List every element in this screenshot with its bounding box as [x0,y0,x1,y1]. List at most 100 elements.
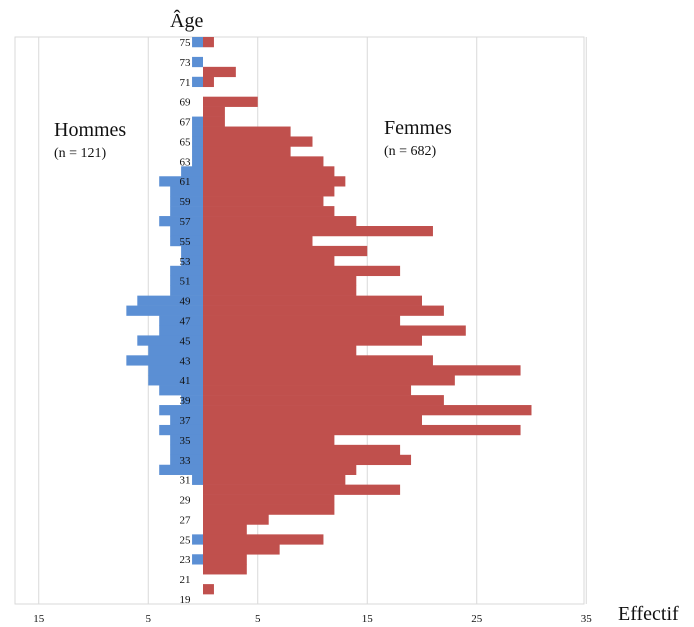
bar-women-age-37 [203,415,422,426]
bar-men-age-49 [137,295,203,306]
x-tick-label: 15 [362,613,374,625]
age-tick-label: 45 [180,335,192,347]
bar-men-age-66 [192,126,203,137]
men-title: Hommes [54,119,127,141]
bar-men-age-40 [159,385,203,396]
bar-women-age-43 [203,355,433,366]
women-title: Femmes [384,117,452,139]
age-tick-label: 29 [180,495,192,507]
bar-men-age-25 [192,534,203,545]
bar-men-age-47 [159,315,203,326]
bar-women-age-49 [203,295,422,306]
age-tick-label: 71 [180,77,191,89]
bar-men-age-23 [192,554,203,565]
bar-men-age-62 [181,166,203,177]
age-tick-label: 43 [180,355,192,367]
bar-men-age-59 [170,196,203,207]
age-tick-label: 31 [180,475,191,487]
bar-men-age-38 [159,405,203,416]
plot-frame [14,36,585,605]
bars [126,37,532,595]
bar-women-age-20 [203,584,214,595]
age-tick-label: 67 [180,117,192,129]
bar-men-age-64 [192,146,203,157]
women-count: (n = 682) [384,144,437,159]
bar-men-age-44 [148,345,203,356]
age-tick-label: 59 [180,196,192,208]
bar-men-age-34 [170,444,203,456]
age-tick-label: 47 [180,316,192,328]
x-tick-label: 5 [146,613,152,625]
bar-women-age-27 [203,514,269,525]
age-tick-label: 51 [180,276,191,288]
bar-women-age-35 [203,434,335,446]
x-tick-label: 35 [581,613,593,625]
age-tick-label: 55 [180,236,192,248]
bar-men-age-56 [170,226,203,237]
bar-women-age-65 [203,136,313,147]
bar-women-age-75 [203,37,214,48]
bar-women-age-32 [203,464,357,475]
age-tick-label: 65 [180,136,192,148]
age-tick-label: 27 [180,514,192,526]
bar-men-age-50 [170,285,203,296]
x-tick-label: 25 [471,613,483,625]
bar-men-age-58 [170,206,203,217]
bar-men-age-61 [159,176,203,187]
age-tick-label: 61 [180,176,191,188]
age-tick-label: 57 [180,216,192,228]
bar-men-age-33 [170,454,203,466]
bar-women-age-30 [203,484,401,495]
age-tick-label: 37 [180,415,192,427]
bar-women-age-33 [203,454,412,466]
bar-women-age-46 [203,325,466,336]
bar-women-age-29 [203,494,335,505]
bar-men-age-73 [192,56,203,68]
bar-women-age-53 [203,255,335,267]
bar-women-age-44 [203,345,357,356]
bar-men-age-53 [181,255,203,267]
bar-women-age-41 [203,375,455,386]
bar-men-age-46 [159,325,203,336]
bar-women-age-64 [203,146,291,157]
bar-women-age-28 [203,504,335,515]
bar-women-age-55 [203,235,313,247]
bar-women-age-26 [203,524,247,535]
bar-women-age-57 [203,216,357,227]
bar-men-age-41 [148,375,203,386]
bar-women-age-25 [203,534,324,545]
bar-men-age-65 [192,136,203,147]
age-tick-label: 49 [180,296,192,308]
x-tick-label: 15 [33,613,45,625]
bar-women-age-24 [203,544,280,555]
x-tick-labels: 15 5 5 15 25 35 [33,613,592,625]
bar-men-age-67 [192,116,203,127]
age-tick-label: 41 [180,375,191,387]
bar-men-age-35 [170,434,203,446]
bar-women-age-56 [203,226,433,237]
bar-women-age-60 [203,186,335,197]
age-tick-label: 39 [180,395,192,407]
age-axis-title: Âge [170,10,204,32]
bar-women-age-59 [203,196,324,207]
bar-men-age-36 [159,424,203,436]
bar-women-age-36 [203,424,521,436]
bar-women-age-69 [203,96,258,107]
age-tick-label: 69 [180,97,192,109]
bar-women-age-38 [203,405,532,416]
bar-women-age-58 [203,206,335,217]
bar-women-age-67 [203,116,225,127]
bar-men-age-71 [192,76,203,88]
bar-women-age-40 [203,385,412,396]
bar-men-age-45 [137,335,203,346]
bar-men-age-75 [192,37,203,48]
bar-women-age-61 [203,176,346,187]
bar-women-age-71 [203,76,214,88]
bar-men-age-55 [170,235,203,247]
bar-women-age-51 [203,275,357,286]
age-tick-label: 73 [180,57,192,69]
bar-women-age-39 [203,395,444,406]
bar-women-age-52 [203,265,401,277]
age-tick-label: 75 [180,37,192,49]
age-tick-label: 25 [180,534,192,546]
